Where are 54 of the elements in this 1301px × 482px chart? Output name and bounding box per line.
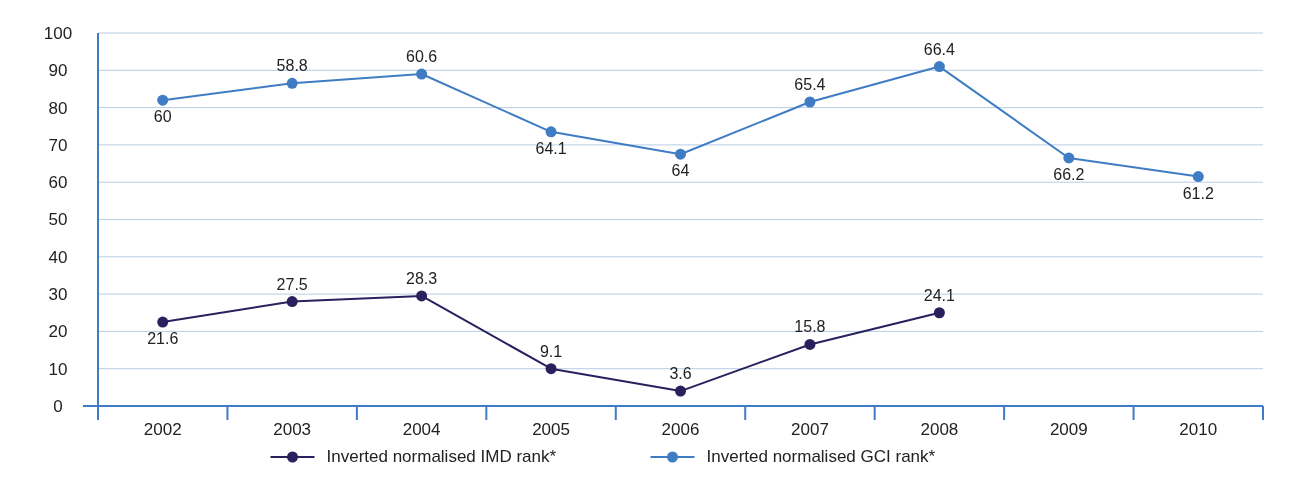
point xyxy=(545,126,557,138)
annotation: 9.1 xyxy=(539,342,563,360)
y-tick-label: 90 xyxy=(48,61,68,81)
point xyxy=(1063,152,1075,164)
annotation: 58.8 xyxy=(276,57,308,75)
annotation: 24.1 xyxy=(923,286,956,304)
y-tick-label: 0 xyxy=(53,396,63,416)
y-tick-label: 100 xyxy=(43,23,73,43)
x-tick-label: 2003 xyxy=(273,420,312,439)
annotation: 61.2 xyxy=(1182,184,1214,202)
point xyxy=(545,363,557,375)
point xyxy=(804,338,816,350)
point xyxy=(157,316,169,328)
y-tick-label: 70 xyxy=(48,135,68,155)
annotation: 21.6 xyxy=(147,330,179,348)
y-tick-label: 30 xyxy=(48,285,68,305)
legend-label: Inverted normalised IMD rank* xyxy=(326,447,557,466)
point xyxy=(416,290,428,302)
y-tick-label: 60 xyxy=(48,173,68,193)
y-tick-label: 40 xyxy=(48,247,68,267)
annotation: 60 xyxy=(153,108,172,126)
point xyxy=(804,96,816,108)
annotation: 64.1 xyxy=(535,139,567,157)
annotation: 66.4 xyxy=(923,40,956,58)
y-tick-label: 50 xyxy=(48,210,68,230)
y-tick-label: 10 xyxy=(48,359,68,379)
x-tick-label: 2008 xyxy=(920,420,959,439)
x-tick-label: 2006 xyxy=(661,420,700,439)
point xyxy=(675,385,686,397)
x-tick-label: 2009 xyxy=(1049,420,1088,439)
point xyxy=(1192,171,1204,183)
annotation: 3.6 xyxy=(669,365,692,383)
point xyxy=(286,77,298,89)
annotation: 65.4 xyxy=(794,76,826,93)
point xyxy=(933,61,945,73)
y-tick-label: 80 xyxy=(48,98,68,118)
point xyxy=(416,68,428,80)
x-tick-label: 2005 xyxy=(532,420,570,439)
point xyxy=(933,307,945,319)
y-tick-label: 20 xyxy=(48,322,68,342)
point xyxy=(157,94,169,106)
x-tick-label: 2010 xyxy=(1179,420,1218,439)
annotation: 28.3 xyxy=(406,269,438,287)
annotation: 60.6 xyxy=(406,48,438,66)
legend-label: Inverted normalised GCI rank* xyxy=(706,447,936,466)
x-tick-label: 2002 xyxy=(143,420,182,439)
point xyxy=(675,148,686,160)
x-tick-label: 2007 xyxy=(791,420,829,439)
point xyxy=(286,296,298,308)
annotation: 27.5 xyxy=(276,275,308,293)
annotation: 66.2 xyxy=(1053,165,1085,183)
annotation: 15.8 xyxy=(794,318,826,336)
annotation: 64 xyxy=(671,162,690,180)
x-tick-label: 2004 xyxy=(402,420,441,439)
